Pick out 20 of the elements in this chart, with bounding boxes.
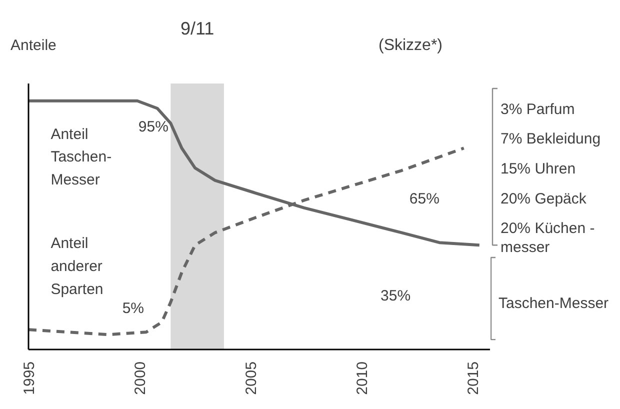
series-label: Anteil Taschen- Messer bbox=[50, 126, 112, 189]
chart-title: (Skizze*) bbox=[378, 37, 443, 54]
x-tick-label: 2005 bbox=[243, 361, 260, 395]
annotation: 5% bbox=[122, 300, 144, 317]
text: 7% Bekleidung bbox=[500, 130, 601, 148]
band-label: 9/11 bbox=[180, 18, 214, 38]
x-tick-label: 2015 bbox=[465, 361, 482, 395]
x-tick-label: 2010 bbox=[354, 361, 372, 395]
annotation: 65% bbox=[409, 190, 440, 208]
text: Taschen-Messer bbox=[498, 294, 609, 312]
x-tick-label: 2000 bbox=[132, 361, 150, 395]
text: 15% Uhren bbox=[500, 160, 576, 178]
y-axis-title: Anteile bbox=[10, 37, 56, 54]
annotation: 95% bbox=[138, 118, 168, 136]
text: 20% Gepäck bbox=[500, 190, 587, 208]
text: Anteil anderer Sparten bbox=[50, 235, 104, 298]
text: 20% Küchen - messer bbox=[500, 220, 595, 256]
annotation: 35% bbox=[380, 287, 411, 304]
x-tick-label: 1995 bbox=[21, 361, 38, 395]
text: 3% Parfum bbox=[500, 100, 575, 118]
